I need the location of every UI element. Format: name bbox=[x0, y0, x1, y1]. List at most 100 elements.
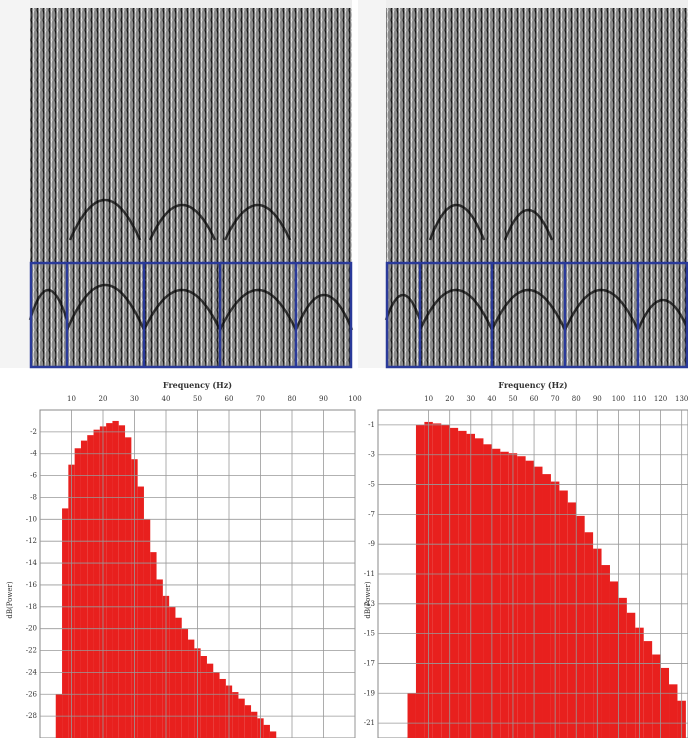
bar bbox=[269, 731, 277, 738]
x-tick-label: 10 bbox=[67, 395, 76, 403]
bar bbox=[106, 423, 113, 738]
y-tick-label: -8 bbox=[30, 493, 37, 501]
bar bbox=[483, 444, 492, 738]
x-tick-label: 100 bbox=[348, 395, 361, 403]
bar bbox=[669, 684, 678, 738]
x-tick-label: 70 bbox=[256, 395, 265, 403]
y-tick-label: -20 bbox=[26, 625, 37, 633]
bar bbox=[62, 508, 69, 738]
bar bbox=[181, 628, 189, 738]
bar bbox=[263, 724, 270, 738]
bar bbox=[475, 438, 484, 738]
x-tick-label: 80 bbox=[288, 395, 297, 403]
bar bbox=[584, 532, 594, 738]
x-tick-label: 80 bbox=[572, 395, 581, 403]
y-tick-label: -19 bbox=[364, 689, 375, 697]
y-tick-label: -17 bbox=[364, 659, 375, 667]
bar bbox=[534, 466, 543, 738]
y-tick-label: -11 bbox=[364, 570, 375, 578]
x-tick-label: 20 bbox=[99, 395, 108, 403]
bar bbox=[80, 440, 88, 738]
x-tick-label: 70 bbox=[551, 395, 560, 403]
bar bbox=[407, 693, 416, 738]
x-tick-label: 40 bbox=[162, 395, 171, 403]
y-tick-label: -3 bbox=[368, 451, 375, 459]
bar bbox=[626, 612, 636, 738]
bar bbox=[244, 705, 252, 738]
y-tick-label: -4 bbox=[30, 450, 37, 458]
y-axis-title: dB(Power) bbox=[6, 581, 14, 618]
bar bbox=[251, 711, 258, 738]
y-tick-label: -24 bbox=[26, 668, 38, 676]
bar bbox=[415, 424, 425, 738]
bar bbox=[213, 672, 220, 738]
x-tick-label: 30 bbox=[130, 395, 139, 403]
bar bbox=[660, 667, 670, 738]
y-tick-label: -6 bbox=[30, 472, 37, 480]
bar bbox=[567, 502, 577, 738]
bar bbox=[93, 429, 100, 738]
bar bbox=[112, 420, 119, 738]
bar bbox=[238, 698, 245, 738]
y-tick-label: -2 bbox=[30, 428, 37, 436]
x-tick-label: 60 bbox=[530, 395, 539, 403]
x-tick-label: 40 bbox=[487, 395, 496, 403]
bar bbox=[219, 678, 226, 738]
y-axis-title: dB(Power) bbox=[364, 581, 372, 618]
bar bbox=[232, 692, 239, 738]
bar bbox=[449, 427, 459, 738]
bar bbox=[206, 663, 214, 738]
x-axis-title: Frequency (Hz) bbox=[163, 380, 232, 390]
y-tick-label: -28 bbox=[26, 712, 37, 720]
bar bbox=[118, 425, 126, 738]
x-tick-label: 10 bbox=[424, 395, 433, 403]
x-tick-label: 130 bbox=[675, 395, 688, 403]
bar bbox=[643, 641, 653, 738]
y-tick-label: -18 bbox=[26, 603, 37, 611]
x-tick-label: 100 bbox=[612, 395, 625, 403]
bar bbox=[491, 448, 501, 738]
y-tick-label: -13 bbox=[364, 600, 375, 608]
seismic-right bbox=[358, 0, 688, 369]
x-tick-label: 120 bbox=[654, 395, 667, 403]
x-tick-label: 60 bbox=[225, 395, 234, 403]
x-tick-label: 90 bbox=[319, 395, 328, 403]
bar bbox=[559, 490, 568, 738]
y-tick-label: -7 bbox=[368, 510, 375, 518]
y-tick-label: -16 bbox=[26, 581, 38, 589]
y-tick-label: -9 bbox=[368, 540, 375, 548]
bar bbox=[137, 486, 144, 738]
bar bbox=[458, 430, 467, 738]
y-tick-label: -12 bbox=[26, 537, 37, 545]
bar bbox=[609, 581, 619, 738]
x-axis-title: Frequency (Hz) bbox=[498, 380, 567, 390]
bar bbox=[175, 617, 182, 738]
y-tick-label: -1 bbox=[368, 421, 375, 429]
x-tick-label: 30 bbox=[466, 395, 475, 403]
y-tick-label: -5 bbox=[368, 481, 375, 489]
y-tick-label: -22 bbox=[26, 647, 37, 655]
y-tick-label: -26 bbox=[26, 690, 38, 698]
y-tick-label: -15 bbox=[364, 630, 375, 638]
bar bbox=[441, 424, 450, 738]
bar bbox=[200, 656, 207, 738]
bar bbox=[601, 565, 610, 738]
x-tick-label: 110 bbox=[633, 395, 646, 403]
bar bbox=[74, 448, 81, 738]
bar bbox=[125, 437, 132, 738]
bar bbox=[432, 423, 442, 738]
bar bbox=[525, 460, 535, 738]
bar bbox=[188, 639, 195, 738]
bar bbox=[150, 552, 157, 738]
y-tick-label: -10 bbox=[26, 515, 37, 523]
y-tick-label: -14 bbox=[26, 559, 38, 567]
y-tick-label: -21 bbox=[364, 719, 375, 727]
bar bbox=[652, 654, 661, 738]
x-tick-label: 50 bbox=[193, 395, 202, 403]
x-tick-label: 90 bbox=[593, 395, 602, 403]
bar bbox=[517, 456, 526, 738]
x-tick-label: 50 bbox=[509, 395, 518, 403]
bar bbox=[87, 435, 94, 738]
bar bbox=[500, 451, 509, 738]
